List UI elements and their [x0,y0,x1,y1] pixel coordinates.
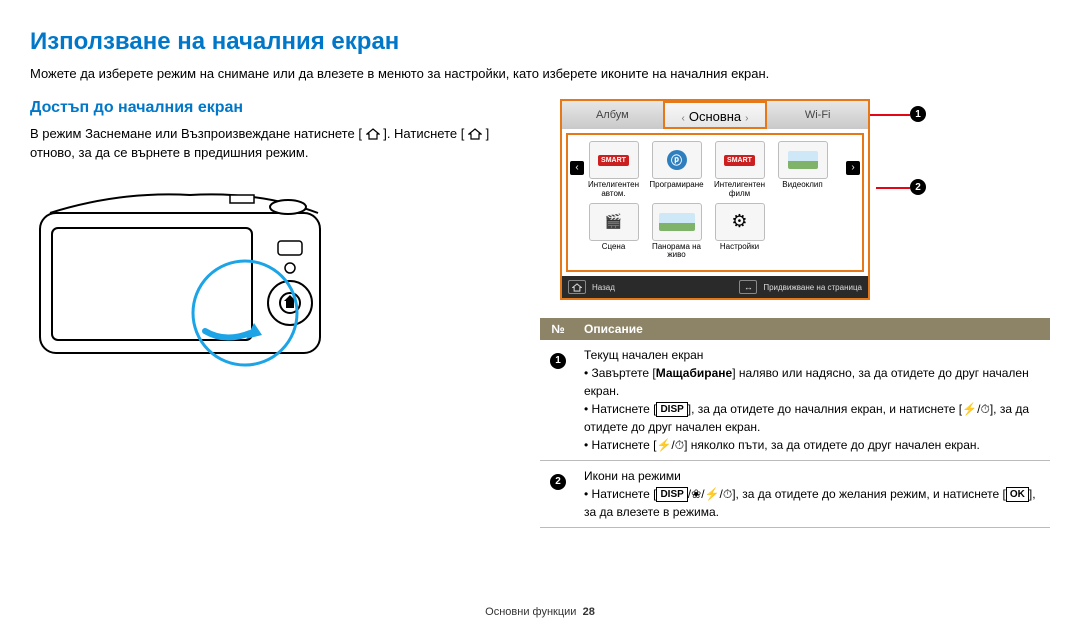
row1-bullet2: Натиснете [DISP], за да отидете до начал… [584,400,1042,436]
flash-icon: ⚡ [705,487,720,501]
page-footer: Основни функции 28 [0,606,1080,618]
bottom-hold-label: Придвижване на страница [763,283,862,292]
mode-settings[interactable]: ⚙ Настройки [712,203,767,261]
access-text: В режим Заснемане или Възпроизвеждане на… [30,125,516,163]
mode-video[interactable]: Видеоклип [775,141,830,199]
flash-icon: ⚡ [656,438,671,452]
screen-bottom-bar: Назад ↔ Придвижване на страница [562,276,868,298]
mode-smart-movie[interactable]: SMART Интелигентен филм [712,141,767,199]
scroll-left-icon[interactable]: ‹ [570,161,584,175]
leader-line-2 [876,187,910,189]
th-desc: Описание [576,318,1050,340]
th-no: № [540,318,576,340]
access-text-pre: В режим Заснемане или Възпроизвеждане на… [30,126,362,141]
disp-key-icon: DISP [656,402,687,417]
mode-program[interactable]: ⓟ Програмиране [649,141,704,199]
scroll-icon: ↔ [739,280,757,294]
mode-scene[interactable]: 🎬 Сцена [586,203,641,261]
disp-key-icon: DISP [656,487,687,502]
timer-icon: ⏱ [980,402,989,416]
callout-2: 2 [910,179,926,195]
home-icon [468,128,482,140]
mode-smart-auto[interactable]: SMART Интелигентен автом. [586,141,641,199]
camera-illustration [30,183,350,373]
home-icon [568,280,586,294]
row-num-1: 1 [550,353,566,369]
home-icon [366,128,380,140]
timer-icon: ⏱ [675,438,684,452]
row1-bullet1: Завъртете [Мащабиране] наляво или надясн… [584,364,1042,400]
row1-lead: Текущ начален екран [584,346,1042,364]
description-table: № Описание 1 Текущ начален екран Завърте… [540,318,1050,528]
flash-icon: ⚡ [962,402,977,416]
table-row: 2 Икони на режими Натиснете [DISP/❀/⚡/⏱]… [540,461,1050,528]
macro-icon: ❀ [691,487,701,501]
tab-album[interactable]: Албум [562,101,663,129]
tab-wifi[interactable]: Wi-Fi [767,101,868,129]
callout-1: 1 [910,106,926,122]
row2-bullet1: Натиснете [DISP/❀/⚡/⏱], за да отидете до… [584,485,1042,521]
screen-tabs: Албум ‹Основна› Wi-Fi [562,101,868,129]
access-title: Достъп до началния екран [30,99,516,117]
bottom-back-label: Назад [592,283,615,292]
tab-main[interactable]: ‹Основна› [663,101,768,129]
table-row: 1 Текущ начален екран Завъртете [Мащабир… [540,340,1050,461]
ok-key-icon: OK [1006,487,1029,502]
intro-text: Можете да изберете режим на снимане или … [30,66,1050,81]
timer-icon: ⏱ [723,487,732,501]
row2-lead: Икони на режими [584,467,1042,485]
page-title: Използване на началния екран [30,28,1050,56]
row1-bullet3: Натиснете [⚡/⏱] няколко пъти, за да отид… [584,436,1042,454]
mode-icons-area: ‹ › SMART Интелигентен автом. ⓟ Програми… [566,133,864,272]
row-num-2: 2 [550,474,566,490]
scroll-right-icon[interactable]: › [846,161,860,175]
home-screen-mock: 1 2 Албум ‹Основна› Wi-Fi ‹ › SMART Инте… [560,99,870,300]
mode-panorama[interactable]: Панорама на живо [649,203,704,261]
access-text-mid: ]. Натиснете [ [383,126,464,141]
